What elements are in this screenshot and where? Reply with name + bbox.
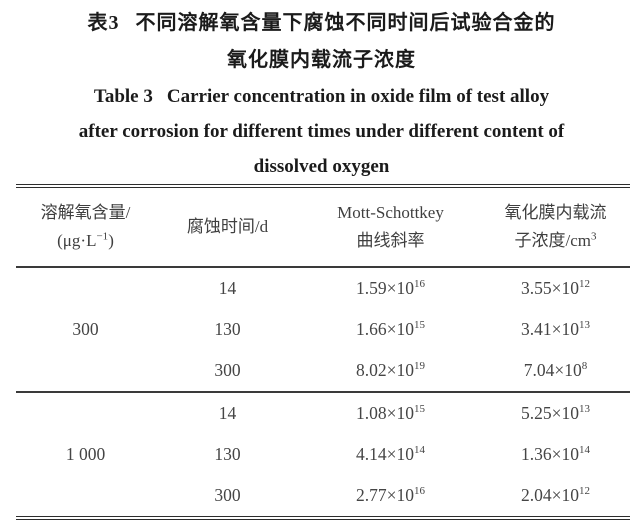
caption-zh-line2: 氧化膜内载流子浓度 [227, 49, 416, 71]
cell-concentration: 7.04×108 [523, 360, 588, 380]
caption-en-line1: Table 3 Carrier concentration in oxide fi… [0, 79, 643, 114]
header-carrier-concentration: 氧化膜内载流 子浓度/cm3 [481, 186, 630, 268]
header-dissolved-oxygen-line1: 溶解氧含量/ [40, 203, 131, 222]
cell-time: 300 [214, 360, 241, 380]
header-dissolved-oxygen: 溶解氧含量/ (μg·L−1) [16, 186, 155, 268]
cell-slope: 1.59×1016 [356, 278, 425, 298]
table-caption: 表3 不同溶解氧含量下腐蚀不同时间后试验合金的 氧化膜内载流子浓度 Table 3… [0, 0, 643, 184]
header-row: 溶解氧含量/ (μg·L−1) 腐蚀时间/d Mott-Schottkey 曲线… [16, 186, 630, 268]
header-carrier-concentration-unit: 子浓度/cm3 [514, 230, 597, 250]
header-mott-schottkey-line1: Mott-Schottkey [337, 203, 444, 222]
cell-time: 14 [155, 391, 300, 434]
cell-time: 130 [214, 444, 241, 464]
header-dissolved-oxygen-unit: (μg·L−1) [57, 230, 114, 250]
header-corrosion-time: 腐蚀时间/d [155, 186, 300, 268]
cell-concentration: 3.55×1012 [521, 278, 590, 298]
caption-en-label: Table 3 [93, 86, 153, 107]
cell-concentration: 5.25×1013 [481, 391, 630, 434]
cell-slope: 8.02×1019 [356, 360, 425, 380]
table-row: 1 000 14 1.08×1015 5.25×1013 [16, 391, 630, 518]
cell-time: 130 [214, 319, 241, 339]
caption-zh-text: 不同溶解氧含量下腐蚀不同时间后试验合金的 [135, 12, 556, 34]
cell-slope: 1.66×1015 [356, 319, 425, 339]
table-row: 130 4.14×1014 1.36×1014 [16, 434, 630, 475]
cell-slope: 1.08×1015 [300, 391, 481, 434]
caption-zh-line1: 表3 不同溶解氧含量下腐蚀不同时间后试验合金的 [0, 5, 643, 42]
cell-time: 14 [218, 278, 237, 298]
header-mott-schottkey: Mott-Schottkey 曲线斜率 [300, 186, 481, 268]
table-row: 300 8.02×1019 7.04×108 [16, 350, 630, 392]
cell-concentration: 2.04×1012 [521, 485, 590, 505]
caption-zh-label: 表3 [87, 12, 120, 34]
caption-en-text: Carrier concentration in oxide film of t… [166, 86, 550, 107]
data-table: 溶解氧含量/ (μg·L−1) 腐蚀时间/d Mott-Schottkey 曲线… [16, 184, 630, 520]
cell-concentration: 3.41×1013 [521, 319, 590, 339]
table-row: 300 14 1.59×1016 3.55×1012 [16, 267, 630, 339]
cell-oxygen-group-1: 300 [72, 319, 99, 339]
cell-oxygen-group-2: 1 000 [16, 391, 155, 518]
cell-slope: 2.77×1016 [356, 485, 425, 505]
table-row: 300 2.77×1016 2.04×1012 [16, 475, 630, 518]
caption-en-line3: dissolved oxygen [253, 156, 390, 177]
cell-concentration: 1.36×1014 [521, 444, 590, 464]
cell-time: 300 [214, 485, 241, 505]
cell-slope: 4.14×1014 [356, 444, 425, 464]
caption-en-line2: after corrosion for different times unde… [78, 121, 565, 142]
table-row: 130 1.66×1015 3.41×1013 [16, 309, 630, 350]
header-mott-schottkey-line2: 曲线斜率 [356, 231, 425, 250]
header-carrier-concentration-line1: 氧化膜内载流 [504, 203, 607, 222]
